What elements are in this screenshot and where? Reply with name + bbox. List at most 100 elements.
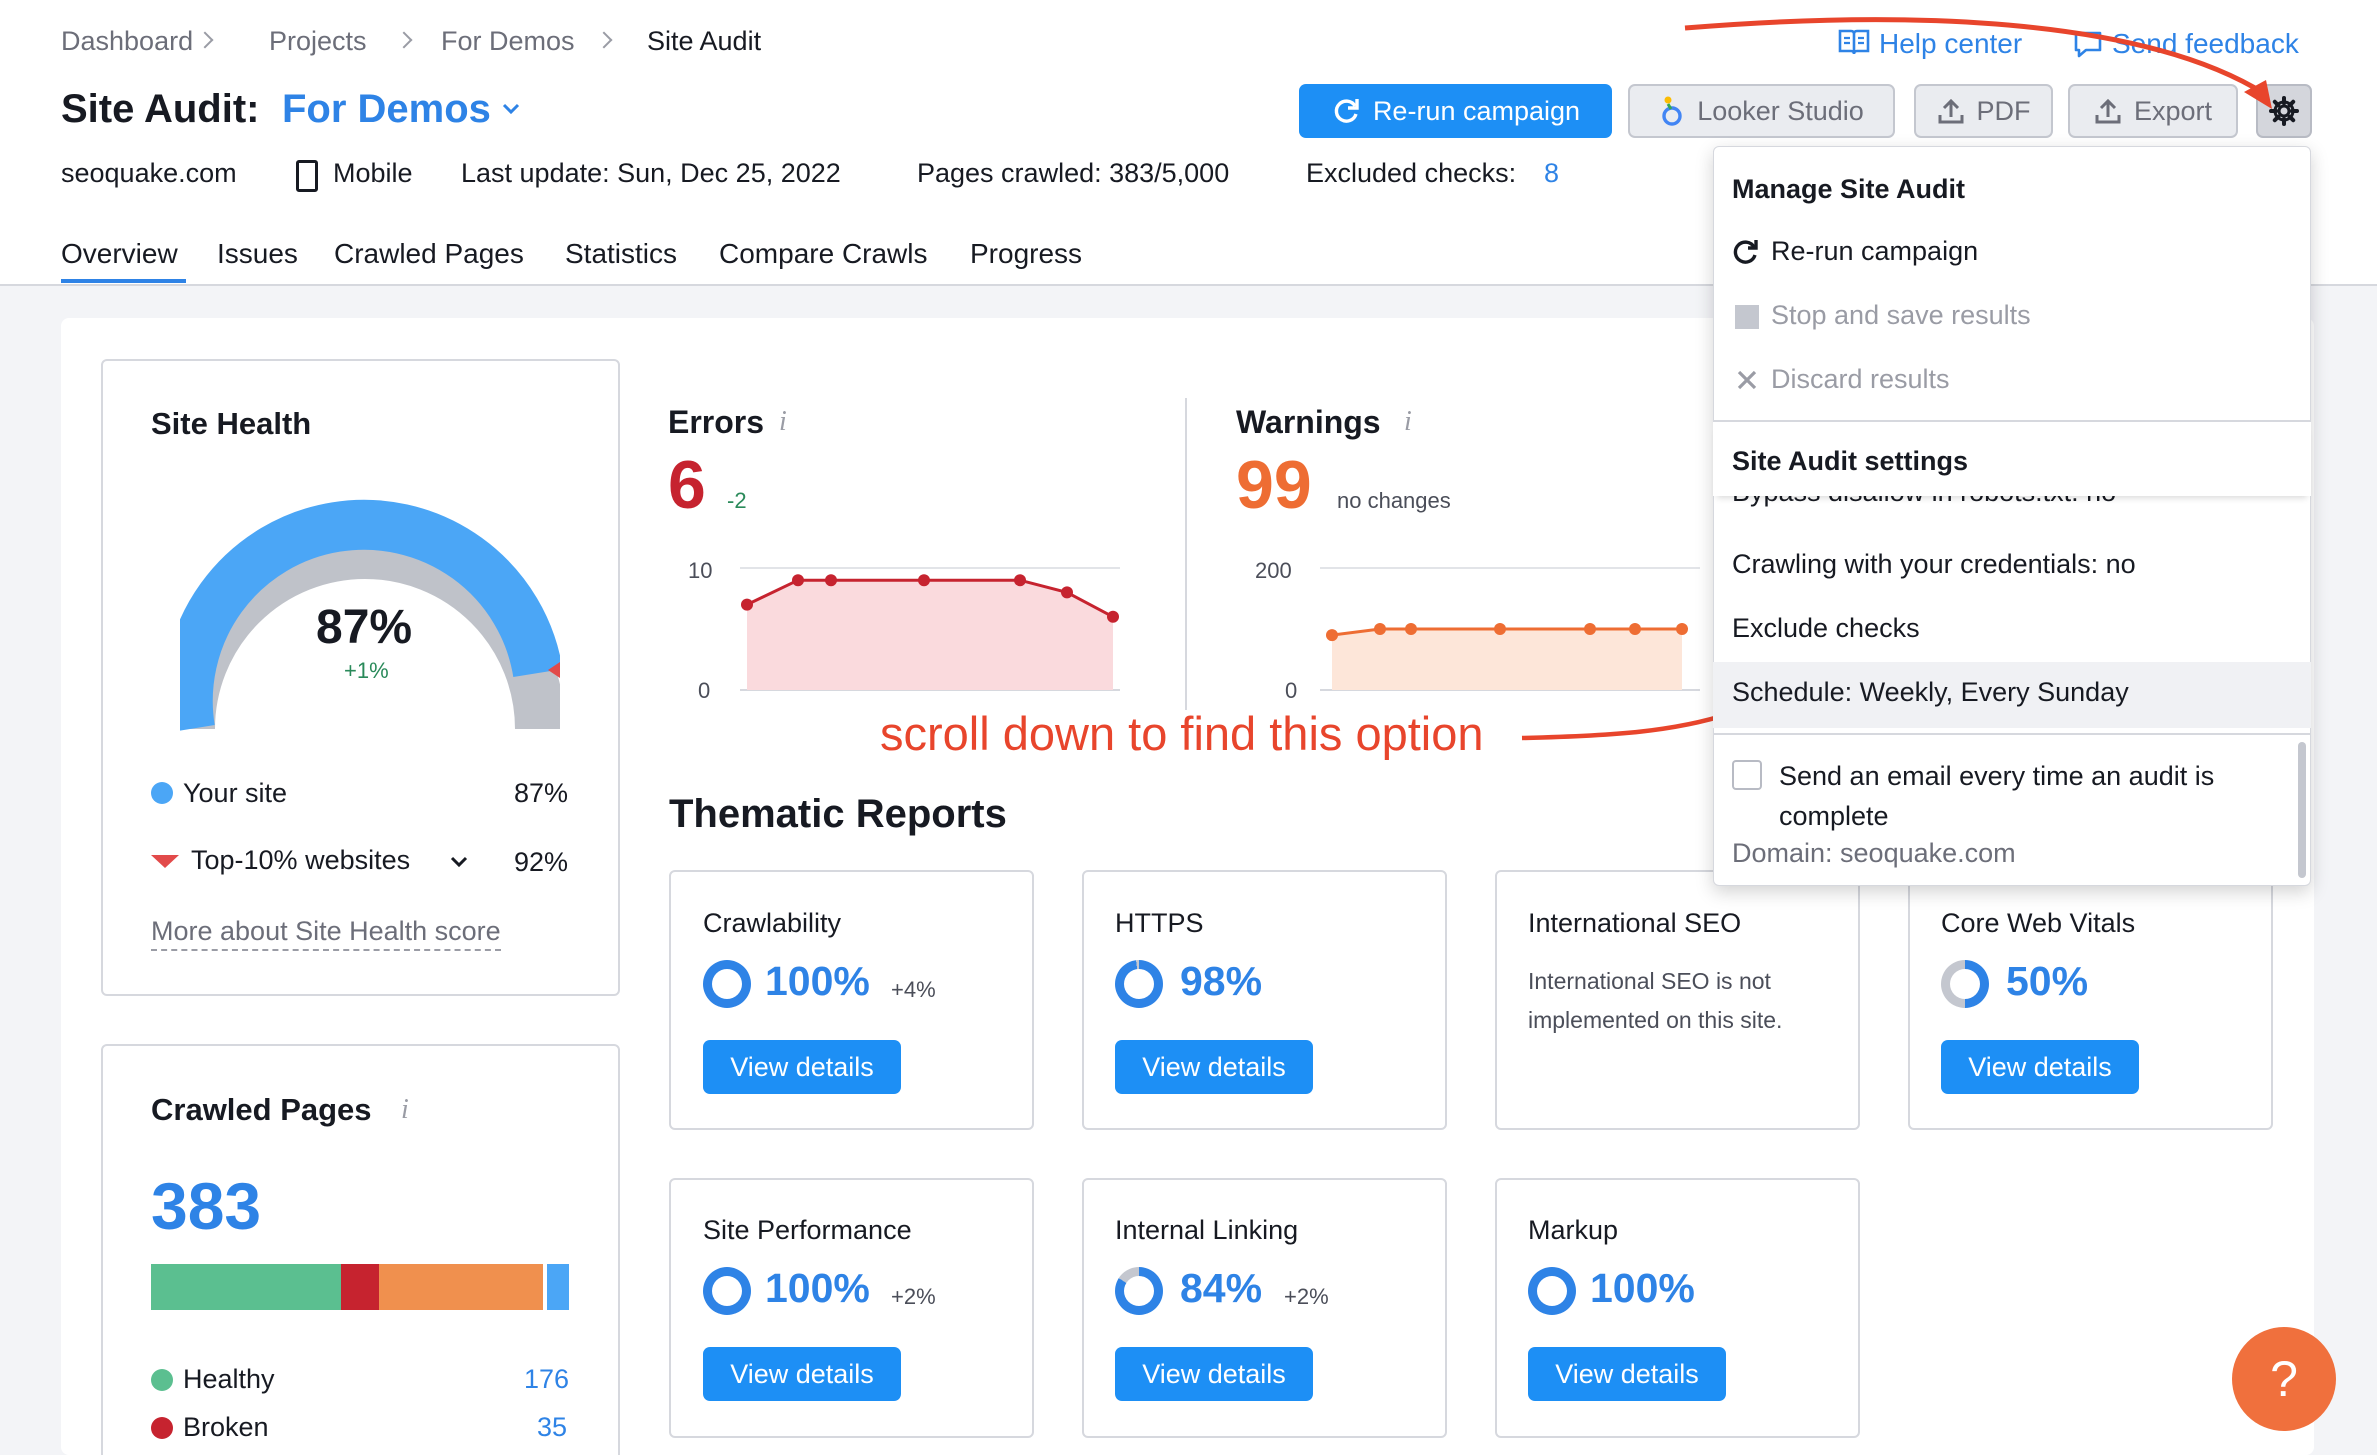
excluded-checks-count[interactable]: 8 [1544,158,1560,188]
more-about-site-health-link[interactable]: More about Site Health score [151,916,501,951]
project-selector[interactable]: For Demos [282,87,491,131]
warnings-area [1332,629,1682,690]
view-details-label: View details [730,1051,874,1082]
errors-point-6[interactable] [1107,610,1119,623]
info-icon[interactable]: i [779,406,787,437]
errors-y-top: 10 [688,558,713,583]
breadcrumb-for-demos[interactable]: For Demos [441,26,575,56]
errors-point-1[interactable] [792,574,804,587]
warnings-count[interactable]: 99 [1236,447,1312,523]
info-icon[interactable]: i [401,1094,409,1125]
settings-dropdown [1713,146,2311,886]
tab-crawled-pages[interactable]: Crawled Pages [334,238,524,269]
warnings-point-5[interactable] [1629,623,1641,635]
warnings-point-0[interactable] [1326,629,1338,642]
tab-compare-crawls[interactable]: Compare Crawls [719,238,928,269]
https-view-details-button[interactable]: View details [1115,1040,1313,1094]
refresh-icon [1334,99,1359,123]
mobile-icon [296,160,318,192]
broken-count[interactable]: 35 [537,1412,568,1442]
warnings-chart[interactable] [1320,560,1700,700]
errors-point-4[interactable] [1014,574,1026,587]
issues-bar-segment[interactable] [379,1264,543,1310]
errors-title: Errors [668,404,765,440]
pdf-label: PDF [1976,95,2031,126]
warnings-point-4[interactable] [1584,623,1596,635]
site-health-title: Site Health [151,406,312,441]
site-performance-score[interactable]: 100% [765,1265,870,1311]
tab-statistics[interactable]: Statistics [565,238,678,269]
site-performance-ring [703,1267,751,1315]
site-performance-view-details-button[interactable]: View details [703,1347,901,1401]
view-details-label: View details [1142,1358,1286,1389]
gear-icon [2269,96,2299,126]
crawlability-view-details-button[interactable]: View details [703,1040,901,1094]
crawlability-title: Crawlability [703,908,842,938]
setting-crawling-credentials[interactable]: Crawling with your credentials: no [1732,549,2136,579]
setting-bypass-disallow[interactable]: Bypass disallow in robots.txt: no [1732,495,2116,508]
email-checkbox[interactable] [1732,760,1762,790]
breadcrumb-projects[interactable]: Projects [269,26,367,56]
dropdown-scrollbar[interactable] [2298,742,2306,878]
site-performance-title: Site Performance [703,1215,912,1245]
book-icon [1838,28,1870,56]
errors-chart[interactable] [740,560,1120,700]
errors-point-2[interactable] [825,574,837,587]
menu-rerun-campaign[interactable]: Re-run campaign [1771,236,1979,266]
warnings-point-6[interactable] [1676,623,1688,635]
help-center-link[interactable]: Help center [1879,28,2023,59]
pages-crawled: Pages crawled: 383/5,000 [917,158,1230,188]
warnings-y-top: 200 [1255,558,1292,583]
rerun-campaign-button[interactable]: Re-run campaign [1299,84,1612,138]
tab-overview[interactable]: Overview [61,238,178,269]
warnings-delta: no changes [1337,488,1451,513]
help-fab-button[interactable]: ? [2232,1327,2336,1431]
warnings-point-3[interactable] [1494,623,1506,635]
internal-linking-score[interactable]: 84% [1180,1265,1263,1311]
breadcrumb-dashboard[interactable]: Dashboard [61,26,194,56]
broken-bar-segment[interactable] [341,1264,379,1310]
errors-point-0[interactable] [741,598,753,611]
internal-linking-view-details-button[interactable]: View details [1115,1347,1313,1401]
markup-view-details-button[interactable]: View details [1528,1347,1726,1401]
email-checkbox-label[interactable]: Send an email every time an audit is com… [1779,761,2215,831]
view-details-label: View details [1968,1051,2112,1082]
healthy-bar-segment[interactable] [151,1264,341,1310]
errors-point-5[interactable] [1061,586,1073,599]
chevron-right-icon [196,31,214,49]
export-label: Export [2133,95,2213,126]
core-web-vitals-score[interactable]: 50% [2006,958,2089,1004]
chevron-down-icon[interactable] [502,102,520,116]
https-score[interactable]: 98% [1180,958,1263,1004]
crawlability-score[interactable]: 100% [765,958,870,1004]
internal-linking-delta: +2% [1284,1284,1329,1309]
errors-point-3[interactable] [918,574,930,587]
top10-value: 92% [514,847,569,877]
setting-schedule[interactable]: Schedule: Weekly, Every Sunday [1732,677,2129,707]
errors-count[interactable]: 6 [668,447,706,523]
redirects-bar-segment[interactable] [547,1264,569,1310]
schedule-row-highlight[interactable] [1713,662,2311,728]
export-button[interactable]: Export [2068,84,2238,138]
your-site-legend-dot [151,782,173,804]
looker-studio-button[interactable]: Looker Studio [1628,84,1895,138]
project-domain: seoquake.com [61,158,237,188]
core-web-vitals-view-details-button[interactable]: View details [1941,1040,2139,1094]
top10-selector[interactable]: Top-10% websites [191,845,411,875]
chevron-right-icon [395,31,413,49]
info-icon[interactable]: i [1404,406,1412,437]
crawled-pages-count[interactable]: 383 [151,1169,262,1243]
warnings-point-1[interactable] [1374,623,1386,635]
warnings-title: Warnings [1236,404,1381,440]
pdf-button[interactable]: PDF [1914,84,2053,138]
healthy-count[interactable]: 176 [524,1364,570,1394]
setting-exclude-checks[interactable]: Exclude checks [1732,613,1920,643]
tab-progress[interactable]: Progress [970,238,1083,269]
markup-score[interactable]: 100% [1590,1265,1695,1311]
active-tab-indicator [61,279,186,283]
warnings-point-2[interactable] [1405,623,1417,635]
chevron-down-icon[interactable] [450,855,468,869]
page-title: Site Audit: [61,87,260,131]
tab-issues[interactable]: Issues [217,238,298,269]
thematic-reports-title: Thematic Reports [669,792,1007,836]
